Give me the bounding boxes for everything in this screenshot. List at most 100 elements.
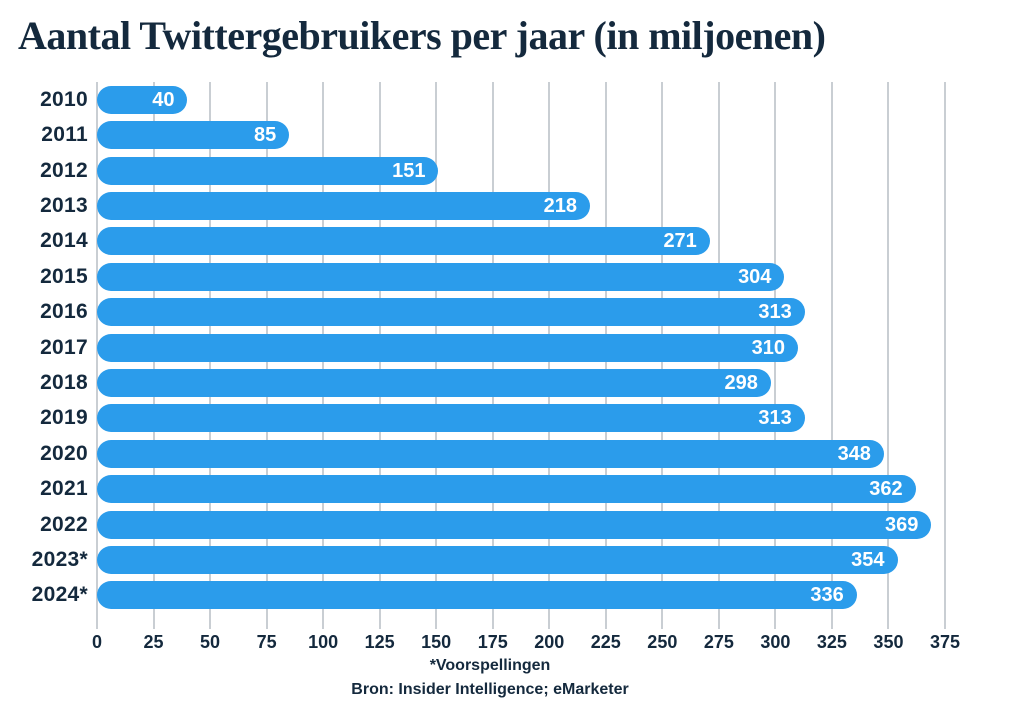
bar-track: 85 <box>97 117 945 152</box>
bar-track: 369 <box>97 507 945 542</box>
gridline <box>944 82 946 629</box>
chart-row: 2016 313 <box>0 294 945 329</box>
chart-row: 2018 298 <box>0 365 945 400</box>
bar-value-label: 369 <box>885 513 919 536</box>
year-label: 2012 <box>40 158 88 182</box>
chart-row: 2022 369 <box>0 507 945 542</box>
x-tick-label: 350 <box>873 632 904 652</box>
x-tick-label: 375 <box>929 632 961 652</box>
bar: 313 <box>97 404 805 433</box>
bar: 271 <box>97 227 710 256</box>
bar-track: 40 <box>97 82 945 117</box>
bar: 369 <box>97 510 932 539</box>
bar-track: 151 <box>97 153 945 188</box>
x-tick-label: 300 <box>760 632 791 652</box>
x-tick-label: 225 <box>590 632 621 652</box>
bar-track: 304 <box>97 259 945 294</box>
bar-value-label: 271 <box>663 230 697 253</box>
gridline <box>830 82 833 629</box>
gridline <box>887 82 890 629</box>
bar: 310 <box>97 333 798 362</box>
year-label: 2014 <box>40 229 88 253</box>
x-tick-label: 250 <box>647 632 678 652</box>
bar-value-label: 151 <box>392 159 426 182</box>
bar-value-label: 336 <box>810 584 844 607</box>
x-tick-label: 0 <box>91 632 103 652</box>
year-label: 2017 <box>40 335 88 359</box>
footnote: *Voorspellingen <box>429 657 551 674</box>
chart-row: 2015 304 <box>0 259 945 294</box>
bar-value-label: 218 <box>543 194 577 217</box>
year-label: 2023* <box>31 547 88 571</box>
year-label: 2024* <box>31 583 88 607</box>
bar: 218 <box>97 191 590 220</box>
bar: 362 <box>97 475 916 504</box>
chart-row: 2023* 354 <box>0 542 945 577</box>
bar-track: 362 <box>97 471 945 506</box>
bar-value-label: 313 <box>758 301 792 324</box>
bar-track: 336 <box>97 578 945 613</box>
year-label: 2011 <box>41 123 88 147</box>
bar-track: 313 <box>97 401 945 436</box>
year-label: 2019 <box>40 406 88 430</box>
bar: 313 <box>97 298 805 327</box>
year-label: 2022 <box>40 512 88 536</box>
x-axis: 0 25 50 75 100 125 150 175 200 225 250 275 300 325 350… <box>92 632 960 654</box>
x-tick-label: 150 <box>421 632 452 652</box>
x-tick-label: 325 <box>816 632 847 652</box>
x-tick-label: 175 <box>477 632 508 652</box>
bar-value-label: 310 <box>751 336 785 359</box>
chart-row: 2012 151 <box>0 153 945 188</box>
bar-track: 271 <box>97 224 945 259</box>
x-tick-label: 275 <box>703 632 734 652</box>
bar-value-label: 304 <box>738 265 772 288</box>
chart-row: 2019 313 <box>0 401 945 436</box>
bar: 298 <box>97 368 771 397</box>
x-tick-label: 75 <box>256 632 277 652</box>
gridline <box>96 82 98 629</box>
bar-track: 310 <box>97 330 945 365</box>
year-label: 2010 <box>40 87 88 111</box>
year-label: 2016 <box>40 300 88 324</box>
source-credit: Bron: Insider Intelligence; eMarketer <box>351 681 629 698</box>
year-label: 2020 <box>40 441 88 465</box>
bar-track: 218 <box>97 188 945 223</box>
bar: 151 <box>97 156 439 185</box>
year-label: 2021 <box>40 477 88 501</box>
x-tick-label: 50 <box>200 632 221 652</box>
x-tick-label: 25 <box>143 632 164 652</box>
bar: 40 <box>97 85 188 114</box>
chart-row: 2010 40 <box>0 82 945 117</box>
chart-title: Aantal Twittergebruikers per jaar (in mi… <box>18 13 826 58</box>
x-tick-label: 200 <box>534 632 565 652</box>
chart-row: 2013 218 <box>0 188 945 223</box>
bar-value-label: 40 <box>152 88 175 111</box>
x-tick-label: 100 <box>308 632 339 652</box>
year-label: 2018 <box>40 370 88 394</box>
x-tick-label: 125 <box>364 632 395 652</box>
bar-track: 298 <box>97 365 945 400</box>
bar: 354 <box>97 545 898 574</box>
bar-track: 348 <box>97 436 945 471</box>
bar: 348 <box>97 439 884 468</box>
chart-row: 2011 85 <box>0 117 945 152</box>
chart-row: 2021 362 <box>0 471 945 506</box>
chart-row: 2014 271 <box>0 224 945 259</box>
bar-track: 354 <box>97 542 945 577</box>
chart-row: 2024* 336 <box>0 578 945 613</box>
bar-track: 313 <box>97 294 945 329</box>
bar: 304 <box>97 262 785 291</box>
bar-value-label: 348 <box>837 442 871 465</box>
chart-row: 2017 310 <box>0 330 945 365</box>
bar-rows: 2010 40 2011 85 2012 151 2013 218 2014 271 2015 304… <box>0 82 945 613</box>
bar-value-label: 362 <box>869 478 903 501</box>
bar-value-label: 85 <box>253 124 277 147</box>
bar-value-label: 313 <box>758 407 792 430</box>
bar: 85 <box>97 121 290 150</box>
bar: 336 <box>97 581 857 610</box>
year-label: 2013 <box>40 193 88 217</box>
bar-value-label: 354 <box>851 548 885 571</box>
chart-row: 2020 348 <box>0 436 945 471</box>
year-label: 2015 <box>40 264 88 288</box>
